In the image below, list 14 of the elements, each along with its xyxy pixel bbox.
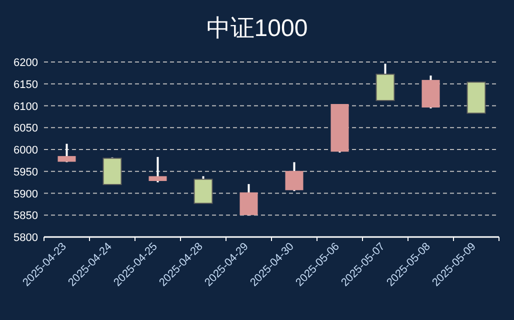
candlestick	[240, 183, 258, 217]
y-tick-label: 6000	[14, 144, 38, 156]
chart-title: 中证1000	[206, 15, 308, 42]
y-tick-label: 6100	[14, 100, 38, 113]
candlestick	[285, 161, 304, 192]
candlestick	[58, 142, 76, 164]
y-tick-label: 5850	[14, 210, 38, 222]
y-tick-label: 5800	[14, 232, 38, 244]
y-tick-label: 5950	[14, 166, 38, 178]
y-tick-label: 6200	[14, 57, 38, 69]
y-tick-label: 6150	[14, 78, 38, 91]
y-tick-label: 6050	[14, 122, 38, 135]
candlestick	[148, 156, 167, 184]
y-tick-label: 5900	[14, 188, 38, 200]
